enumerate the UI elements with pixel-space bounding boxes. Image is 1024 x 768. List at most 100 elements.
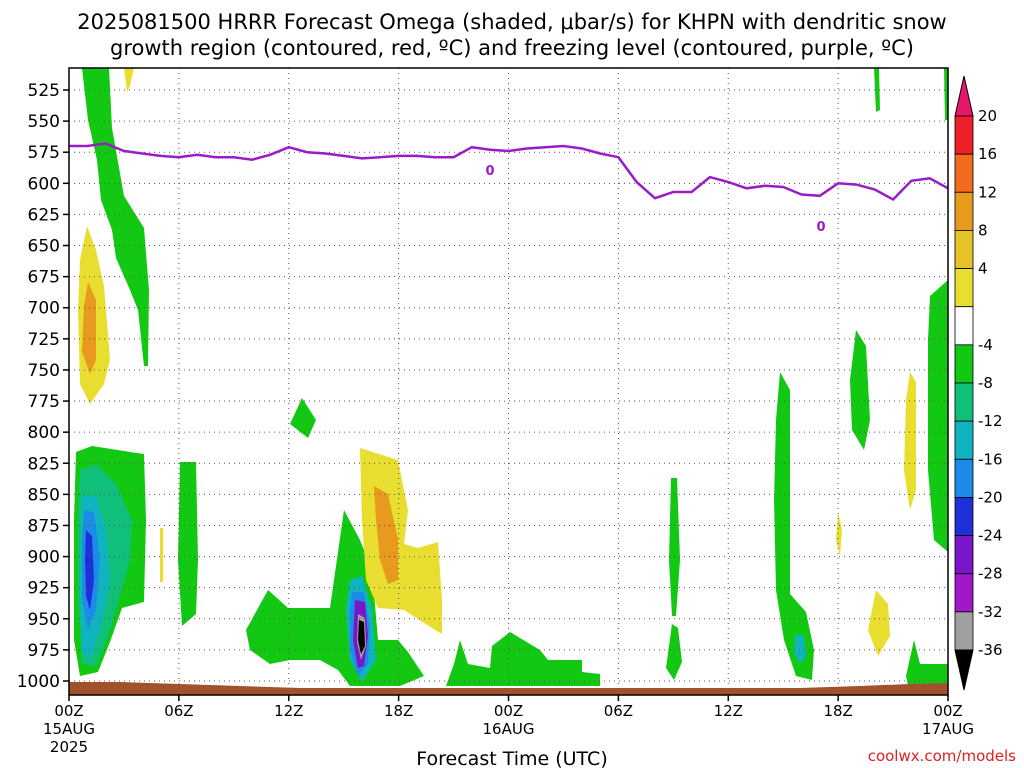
omega-region-sliver-yellow <box>160 528 163 582</box>
colorbar-label: -24 <box>978 527 1003 545</box>
omega-region-right-top-green <box>944 68 948 120</box>
x-tick-date: 17AUG <box>922 720 974 738</box>
plot-area <box>69 68 948 695</box>
freezing-label-bg-2 <box>816 219 826 233</box>
freezing-level-labels: 0 0 <box>485 163 826 235</box>
omega-region-19z-top-green <box>874 68 880 112</box>
y-tick-label: 850 <box>28 485 60 505</box>
colorbar-label: 16 <box>978 145 997 163</box>
omega-region-right-low-green <box>906 640 948 686</box>
colorbar-swatch <box>954 153 974 193</box>
colorbar-label: -8 <box>978 374 993 392</box>
colorbar-swatch <box>954 420 974 460</box>
y-tick-label: 625 <box>28 205 60 225</box>
y-tick-label: 925 <box>28 579 60 599</box>
colorbar: 20 16 12 8 4 -4 -8 -12 -16 -20 -24 -28 -32 -36 <box>954 75 1003 691</box>
colorbar-label: 20 <box>978 107 997 125</box>
colorbar-label: 8 <box>978 221 988 239</box>
colorbar-bottom-arrow <box>954 649 974 691</box>
colorbar-label: -20 <box>978 488 1003 506</box>
colorbar-label: 4 <box>978 260 988 278</box>
omega-region-20z-yellow-low <box>868 590 890 656</box>
omega-region-midday-green <box>246 510 424 686</box>
omega-region-12z-upper-green <box>290 398 316 438</box>
y-tick-label: 525 <box>28 81 60 101</box>
x-tick-label: 18Z <box>384 702 413 720</box>
x-tick-date: 16AUG <box>483 720 535 738</box>
omega-region-07z-green <box>178 462 198 626</box>
omega-region-09z-green-blob <box>666 624 682 680</box>
colorbar-swatch <box>954 382 974 422</box>
omega-region-ul-green-tip <box>124 68 134 92</box>
y-tick-label: 725 <box>28 330 60 350</box>
terrain-surface <box>69 682 948 695</box>
y-tick-label: 825 <box>28 454 60 474</box>
x-axis-label: Forecast Time (UTC) <box>416 748 607 768</box>
omega-region-16aug-green <box>446 632 600 686</box>
y-tick-label: 600 <box>28 174 60 194</box>
x-tick-label: 00Z <box>494 702 523 720</box>
x-tick-label: 18Z <box>823 702 852 720</box>
y-tick-label: 550 <box>28 112 60 132</box>
colorbar-top-arrow <box>954 75 974 117</box>
freezing-label-2: 0 <box>816 220 825 235</box>
freezing-label-bg-1 <box>485 163 495 177</box>
omega-shading <box>74 68 948 686</box>
x-tick-label: 12Z <box>274 702 303 720</box>
omega-region-18z-orange <box>374 486 398 584</box>
colorbar-label: -28 <box>978 565 1003 583</box>
colorbar-swatch <box>954 268 974 308</box>
colorbar-label: -16 <box>978 450 1003 468</box>
colorbar-swatch <box>954 573 974 613</box>
colorbar-swatch <box>954 458 974 498</box>
x-tick-label: 06Z <box>164 702 193 720</box>
y-tick-label: 975 <box>28 641 60 661</box>
x-tick-label: 12Z <box>714 702 743 720</box>
omega-region-15z-cyan <box>794 634 806 664</box>
omega-region-right-green <box>928 280 948 552</box>
colorbar-label: -12 <box>978 412 1003 430</box>
y-tick-label: 750 <box>28 361 60 381</box>
y-tick-label: 700 <box>28 299 60 319</box>
y-tick-label: 675 <box>28 268 60 288</box>
colorbar-swatch <box>954 115 974 155</box>
freezing-label-1: 0 <box>485 164 494 179</box>
omega-region-09z-green-line <box>669 478 680 616</box>
x-tick-date: 15AUG <box>43 720 95 738</box>
colorbar-swatch <box>954 535 974 575</box>
colorbar-swatch <box>954 611 974 651</box>
y-tick-label: 775 <box>28 392 60 412</box>
x-tick-label: 00Z <box>54 702 83 720</box>
omega-region-18z-small-yellow <box>836 512 842 556</box>
omega-region-ll-blue <box>85 530 94 610</box>
credit-text: coolwx.com/models <box>868 747 1016 765</box>
colorbar-label: 12 <box>978 183 997 201</box>
y-tick-label: 575 <box>28 143 60 163</box>
colorbar-label: -36 <box>978 641 1003 659</box>
colorbar-swatch <box>954 344 974 384</box>
colorbar-swatch <box>954 497 974 536</box>
x-tick-year: 2025 <box>50 738 88 756</box>
colorbar-swatch <box>954 191 974 231</box>
y-tick-label: 1000 <box>17 672 60 692</box>
y-tick-label: 875 <box>28 516 60 536</box>
colorbar-swatch <box>954 306 974 346</box>
colorbar-label: -32 <box>978 603 1003 621</box>
x-tick-label: 00Z <box>933 702 962 720</box>
freezing-level-line <box>69 142 949 202</box>
omega-region-19z-green <box>850 330 870 450</box>
x-tick-label: 06Z <box>604 702 633 720</box>
colorbar-swatch <box>954 230 974 269</box>
y-axis: 525 550 575 600 625 650 675 700 725 750 775 800 825 8… <box>17 81 69 692</box>
y-tick-label: 650 <box>28 237 60 257</box>
colorbar-label: -4 <box>978 336 993 354</box>
omega-region-15z-green <box>774 372 814 680</box>
chart-title-line2: growth region (contoured, red, ºC) and f… <box>110 36 914 60</box>
y-tick-label: 900 <box>28 548 60 568</box>
omega-region-left-orange <box>82 282 96 374</box>
omega-region-ul-green <box>82 68 149 366</box>
chart-title-line1: 2025081500 HRRR Forecast Omega (shaded, … <box>77 10 946 34</box>
y-tick-label: 950 <box>28 610 60 630</box>
